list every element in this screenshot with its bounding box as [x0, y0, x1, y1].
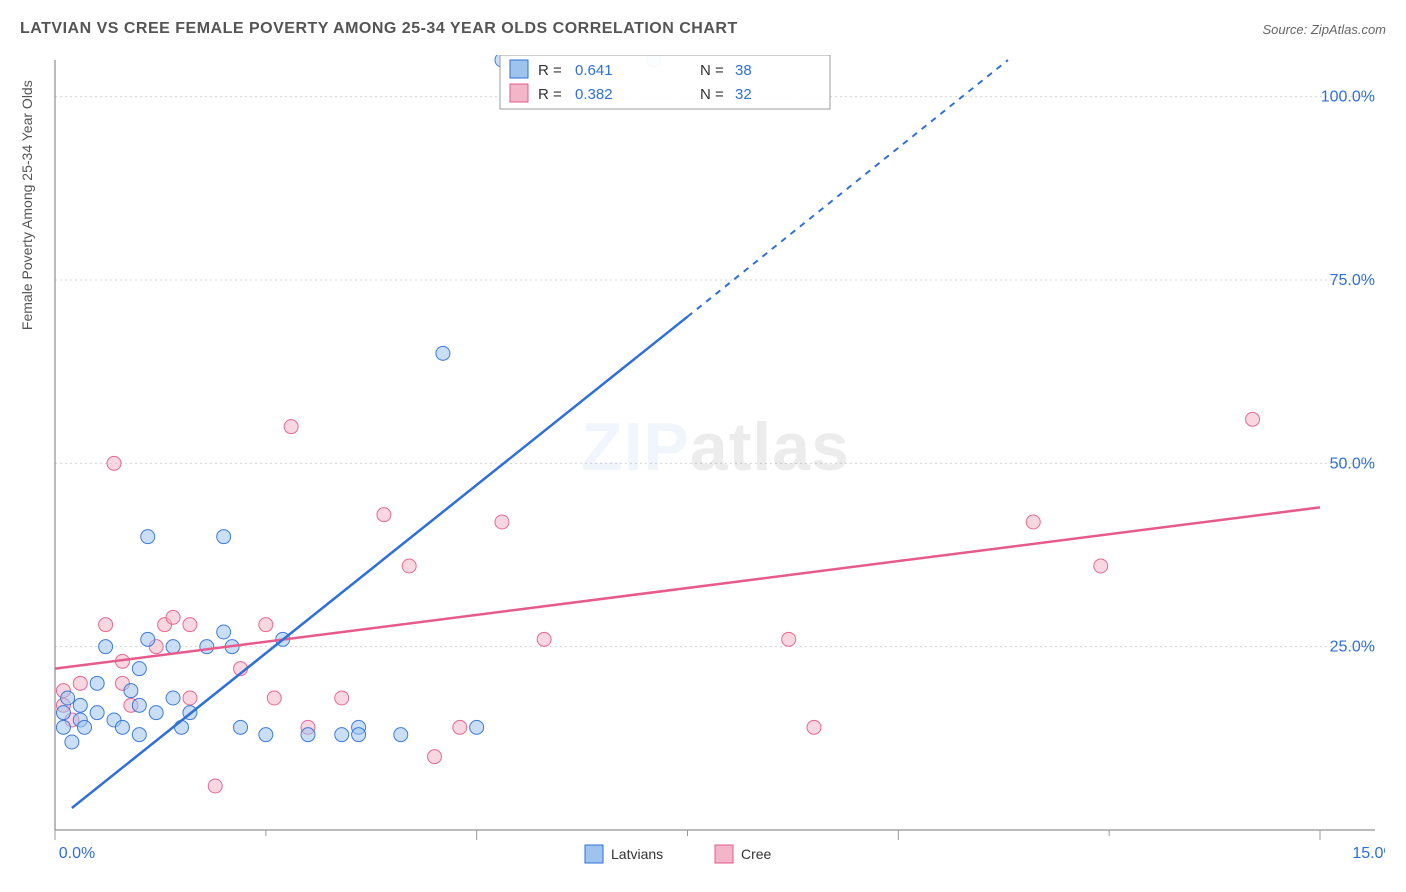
x-tick-label: 0.0%	[59, 845, 95, 862]
legend-swatch	[510, 84, 528, 102]
trendline	[55, 507, 1320, 668]
data-point	[175, 720, 189, 734]
data-point	[99, 618, 113, 632]
chart-title: LATVIAN VS CREE FEMALE POVERTY AMONG 25-…	[20, 20, 738, 38]
data-point	[335, 728, 349, 742]
data-point	[301, 728, 315, 742]
data-point	[259, 618, 273, 632]
data-point	[183, 691, 197, 705]
data-point	[78, 720, 92, 734]
data-point	[453, 720, 467, 734]
data-point	[73, 698, 87, 712]
legend-n-value: 32	[735, 86, 752, 103]
y-tick-label: 75.0%	[1330, 272, 1375, 289]
data-point	[166, 640, 180, 654]
x-tick-label: 15.0%	[1352, 845, 1385, 862]
legend-r-label: R =	[538, 86, 562, 103]
data-point	[1246, 412, 1260, 426]
data-point	[1026, 515, 1040, 529]
y-tick-label: 100.0%	[1321, 89, 1375, 106]
source-label: Source: ZipAtlas.com	[1262, 22, 1386, 37]
data-point	[217, 625, 231, 639]
data-point	[807, 720, 821, 734]
data-point	[56, 720, 70, 734]
legend-r-value: 0.641	[575, 62, 613, 79]
data-point	[352, 728, 366, 742]
legend-n-label: N =	[700, 86, 724, 103]
series-label: Latvians	[611, 846, 663, 862]
data-point	[537, 632, 551, 646]
data-point	[394, 728, 408, 742]
data-point	[61, 691, 75, 705]
data-point	[377, 508, 391, 522]
data-point	[99, 640, 113, 654]
legend-r-label: R =	[538, 62, 562, 79]
data-point	[470, 720, 484, 734]
series-label: Cree	[741, 846, 772, 862]
trendline	[72, 317, 688, 808]
correlation-scatter-chart: 25.0% 50.0% 75.0% 100.0% 0.0% 15.0% R = 0.641 N …	[45, 55, 1385, 870]
data-point	[402, 559, 416, 573]
data-point	[495, 515, 509, 529]
data-point	[132, 728, 146, 742]
series-swatch	[715, 845, 733, 863]
data-point	[217, 530, 231, 544]
data-point	[132, 698, 146, 712]
data-point	[166, 610, 180, 624]
legend-n-label: N =	[700, 62, 724, 79]
data-point	[284, 420, 298, 434]
data-point	[428, 750, 442, 764]
y-axis-label: Female Poverty Among 25-34 Year Olds	[19, 80, 35, 330]
data-point	[141, 632, 155, 646]
data-point	[436, 346, 450, 360]
data-point	[149, 706, 163, 720]
data-point	[200, 640, 214, 654]
data-point	[166, 691, 180, 705]
data-point	[132, 662, 146, 676]
data-point	[107, 456, 121, 470]
data-point	[234, 720, 248, 734]
legend-n-value: 38	[735, 62, 752, 79]
data-point	[208, 779, 222, 793]
data-point	[267, 691, 281, 705]
data-point	[335, 691, 349, 705]
series-swatch	[585, 845, 603, 863]
data-point	[183, 618, 197, 632]
data-point	[1094, 559, 1108, 573]
data-point	[56, 706, 70, 720]
data-point	[65, 735, 79, 749]
legend-r-value: 0.382	[575, 86, 613, 103]
data-point	[259, 728, 273, 742]
data-point	[141, 530, 155, 544]
y-tick-label: 50.0%	[1330, 455, 1375, 472]
data-point	[90, 676, 104, 690]
data-point	[73, 676, 87, 690]
data-point	[124, 684, 138, 698]
data-point	[782, 632, 796, 646]
legend-swatch	[510, 60, 528, 78]
data-point	[115, 720, 129, 734]
data-point	[90, 706, 104, 720]
y-tick-label: 25.0%	[1330, 639, 1375, 656]
